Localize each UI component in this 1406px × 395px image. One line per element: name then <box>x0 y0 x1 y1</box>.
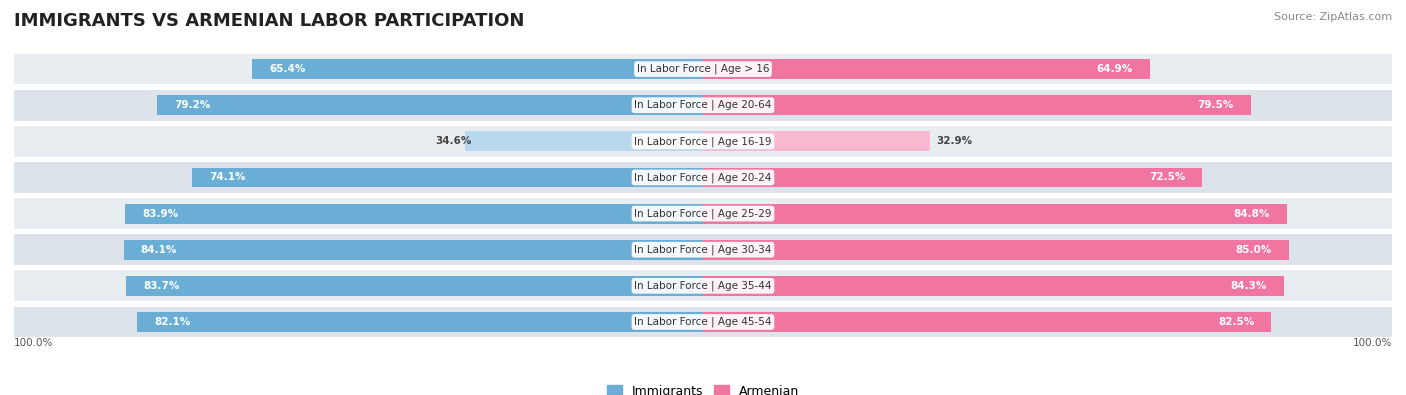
Bar <box>703 132 929 151</box>
Bar <box>14 234 1392 265</box>
Bar <box>127 276 703 296</box>
Legend: Immigrants, Armenian: Immigrants, Armenian <box>602 380 804 395</box>
Bar <box>703 276 1284 296</box>
Text: 32.9%: 32.9% <box>936 136 973 146</box>
Text: In Labor Force | Age 16-19: In Labor Force | Age 16-19 <box>634 136 772 147</box>
Bar <box>464 132 703 151</box>
Text: 79.5%: 79.5% <box>1198 100 1233 110</box>
Bar <box>703 204 1288 224</box>
Text: Source: ZipAtlas.com: Source: ZipAtlas.com <box>1274 12 1392 22</box>
Bar <box>14 271 1392 301</box>
Text: 82.5%: 82.5% <box>1218 317 1254 327</box>
Text: In Labor Force | Age > 16: In Labor Force | Age > 16 <box>637 64 769 74</box>
Text: 65.4%: 65.4% <box>270 64 307 74</box>
Bar <box>253 59 703 79</box>
Bar <box>703 240 1289 260</box>
Text: 84.8%: 84.8% <box>1233 209 1270 218</box>
Bar <box>14 54 1392 85</box>
Text: 72.5%: 72.5% <box>1149 173 1185 182</box>
Text: In Labor Force | Age 45-54: In Labor Force | Age 45-54 <box>634 317 772 327</box>
Text: In Labor Force | Age 35-44: In Labor Force | Age 35-44 <box>634 280 772 291</box>
Text: In Labor Force | Age 25-29: In Labor Force | Age 25-29 <box>634 208 772 219</box>
Bar <box>14 307 1392 337</box>
Bar <box>14 162 1392 193</box>
Text: 100.0%: 100.0% <box>14 338 53 348</box>
Text: 84.1%: 84.1% <box>141 245 177 255</box>
Text: 83.9%: 83.9% <box>142 209 179 218</box>
Text: 84.3%: 84.3% <box>1230 281 1267 291</box>
Text: 85.0%: 85.0% <box>1234 245 1271 255</box>
Bar <box>703 59 1150 79</box>
Bar <box>138 312 703 332</box>
Text: 64.9%: 64.9% <box>1097 64 1133 74</box>
Bar <box>703 95 1251 115</box>
Text: 34.6%: 34.6% <box>434 136 471 146</box>
Bar <box>14 90 1392 120</box>
Bar <box>157 95 703 115</box>
Bar <box>703 312 1271 332</box>
Text: 79.2%: 79.2% <box>174 100 211 110</box>
Text: 82.1%: 82.1% <box>155 317 191 327</box>
Bar <box>124 240 703 260</box>
Bar <box>14 198 1392 229</box>
Text: IMMIGRANTS VS ARMENIAN LABOR PARTICIPATION: IMMIGRANTS VS ARMENIAN LABOR PARTICIPATI… <box>14 12 524 30</box>
Text: In Labor Force | Age 20-24: In Labor Force | Age 20-24 <box>634 172 772 183</box>
Bar <box>125 204 703 224</box>
Text: 74.1%: 74.1% <box>209 173 246 182</box>
Bar <box>14 126 1392 157</box>
Bar <box>193 167 703 187</box>
Text: 100.0%: 100.0% <box>1353 338 1392 348</box>
Text: In Labor Force | Age 20-64: In Labor Force | Age 20-64 <box>634 100 772 111</box>
Bar <box>703 167 1202 187</box>
Text: 83.7%: 83.7% <box>143 281 180 291</box>
Text: In Labor Force | Age 30-34: In Labor Force | Age 30-34 <box>634 245 772 255</box>
